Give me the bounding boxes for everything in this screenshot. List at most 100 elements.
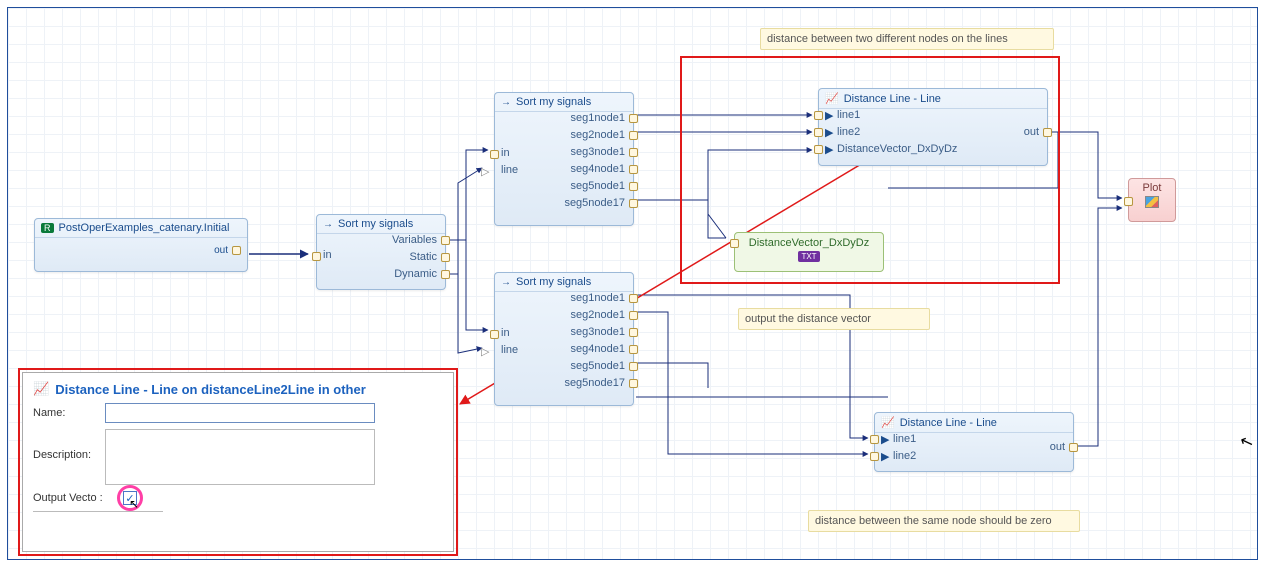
play-icon: ▷	[481, 165, 489, 178]
plot-label: Plot	[1129, 182, 1175, 194]
out-label: out	[1024, 126, 1039, 138]
out-0: Variables	[392, 234, 437, 246]
o2: seg3node1	[571, 146, 625, 158]
p3[interactable]	[629, 165, 638, 174]
note-bottom: distance between the same node should be…	[808, 510, 1080, 532]
arrow-icon: ▶	[825, 109, 833, 122]
i0: line1	[837, 109, 860, 121]
arrow-icon: ▶	[881, 450, 889, 463]
port-out[interactable]	[1069, 443, 1078, 452]
o4: seg5node1	[571, 180, 625, 192]
green-label: DistanceVector_DxDyDz	[735, 237, 883, 249]
p1[interactable]	[629, 131, 638, 140]
dialog-title: Distance Line - Line on distanceLine2Lin…	[55, 382, 366, 397]
node-sort-3[interactable]: →Sort my signals in ▷ line seg1node1 seg…	[494, 272, 634, 406]
pi1[interactable]	[870, 452, 879, 461]
port-in[interactable]	[490, 330, 499, 339]
line-label: line	[501, 344, 518, 356]
node-distance-1[interactable]: 📈 Distance Line - Line ▶ line1 ▶ line2 ▶ Dis…	[818, 88, 1048, 166]
p3[interactable]	[629, 345, 638, 354]
arrow-icon: ▶	[825, 143, 833, 156]
p4[interactable]	[629, 362, 638, 371]
pi1[interactable]	[814, 128, 823, 137]
o0: seg1node1	[571, 292, 625, 304]
o4: seg5node1	[571, 360, 625, 372]
cursor-icon: ↖	[129, 497, 139, 511]
port-out-0[interactable]	[441, 236, 450, 245]
i2: DistanceVector_DxDyDz	[837, 143, 957, 155]
o0: seg1node1	[571, 112, 625, 124]
arrow-icon: →	[501, 277, 511, 288]
out-1: Static	[409, 251, 437, 263]
p2[interactable]	[629, 148, 638, 157]
o5: seg5node17	[564, 197, 625, 209]
port-out-1[interactable]	[441, 253, 450, 262]
o2: seg3node1	[571, 326, 625, 338]
port-in[interactable]	[490, 150, 499, 159]
i1: line2	[893, 450, 916, 462]
port-left[interactable]	[730, 239, 739, 248]
pi2[interactable]	[814, 145, 823, 154]
in-label: in	[323, 249, 332, 261]
p1[interactable]	[629, 311, 638, 320]
name-input[interactable]	[105, 403, 375, 423]
arrow-icon: →	[501, 97, 511, 108]
in-label: in	[501, 147, 510, 159]
port-label-out: out	[214, 245, 228, 256]
port-out[interactable]	[1043, 128, 1052, 137]
o1: seg2node1	[571, 129, 625, 141]
p2[interactable]	[629, 328, 638, 337]
node-title: Sort my signals	[338, 218, 413, 230]
node-plot[interactable]: Plot	[1128, 178, 1176, 222]
in-label: in	[501, 327, 510, 339]
node-title: Distance Line - Line	[900, 417, 997, 429]
flow-canvas[interactable]: distance between two different nodes on …	[7, 7, 1258, 560]
p4[interactable]	[629, 182, 638, 191]
o5: seg5node17	[564, 377, 625, 389]
o3: seg4node1	[571, 163, 625, 175]
chart-icon: 📈	[33, 381, 49, 397]
node-sort-2[interactable]: →Sort my signals in ▷ line seg1node1 seg…	[494, 92, 634, 226]
p0[interactable]	[629, 294, 638, 303]
out-2: Dynamic	[394, 268, 437, 280]
i0: line1	[893, 433, 916, 445]
i1: line2	[837, 126, 860, 138]
chart-icon: 📈	[825, 92, 839, 105]
o3: seg4node1	[571, 343, 625, 355]
pi0[interactable]	[870, 435, 879, 444]
output-vector-label: Output Vecto :	[33, 492, 123, 504]
properties-dialog[interactable]: 📈 Distance Line - Line on distanceLine2L…	[22, 372, 454, 552]
note-mid: output the distance vector	[738, 308, 930, 330]
node-title: Sort my signals	[516, 276, 591, 288]
txt-badge: TXT	[798, 251, 819, 262]
node-sort-1[interactable]: → Sort my signals in Variables Static Dyn…	[316, 214, 446, 290]
out-label: out	[1050, 441, 1065, 453]
port-in[interactable]	[1124, 197, 1133, 206]
port-out-2[interactable]	[441, 270, 450, 279]
node-title: Distance Line - Line	[844, 93, 941, 105]
arrow-icon: →	[323, 219, 333, 230]
p0[interactable]	[629, 114, 638, 123]
chart-icon: 📈	[881, 416, 895, 429]
p5[interactable]	[629, 379, 638, 388]
port-out[interactable]	[232, 246, 241, 255]
r-icon: R	[41, 223, 54, 233]
node-title: Sort my signals	[516, 96, 591, 108]
p5[interactable]	[629, 199, 638, 208]
arrow-icon: ▶	[881, 433, 889, 446]
note-top: distance between two different nodes on …	[760, 28, 1054, 50]
node-title: PostOperExamples_catenary.Initial	[59, 222, 230, 234]
dialog-divider	[33, 511, 163, 512]
o1: seg2node1	[571, 309, 625, 321]
line-label: line	[501, 164, 518, 176]
pi0[interactable]	[814, 111, 823, 120]
node-source[interactable]: R PostOperExamples_catenary.Initial out	[34, 218, 248, 272]
node-distance-2[interactable]: 📈 Distance Line - Line ▶ line1 ▶ line2 out	[874, 412, 1074, 472]
desc-input[interactable]	[105, 429, 375, 485]
plot-icon	[1145, 196, 1159, 208]
desc-label: Description:	[33, 449, 105, 461]
node-distance-vector[interactable]: DistanceVector_DxDyDz TXT	[734, 232, 884, 272]
play-icon: ▷	[481, 345, 489, 358]
arrow-icon: ▶	[825, 126, 833, 139]
port-in[interactable]	[312, 252, 321, 261]
